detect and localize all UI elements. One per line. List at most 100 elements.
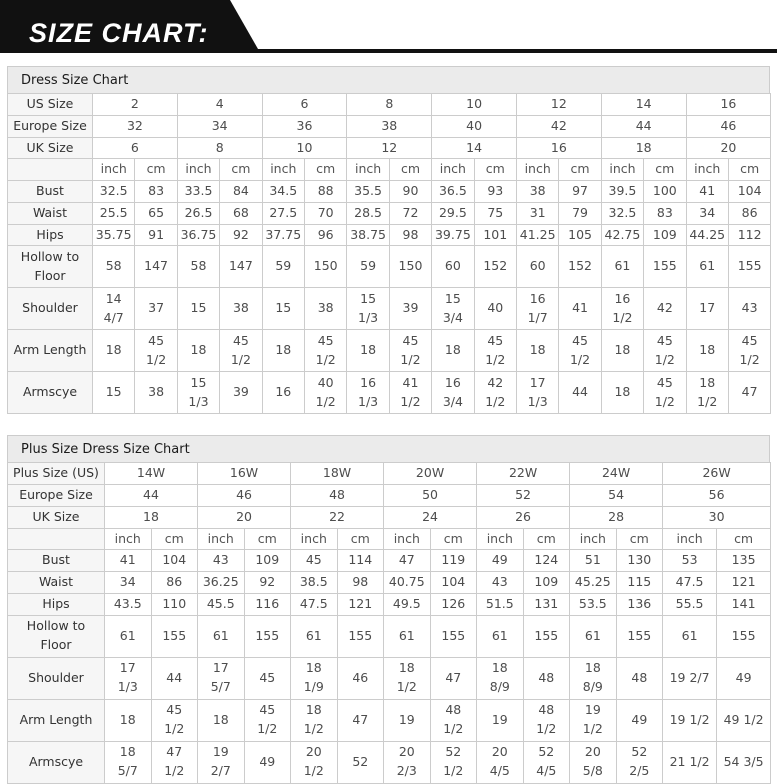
- measurement-cell: 18 1/9: [290, 656, 338, 700]
- size-value-cell: 34: [176, 114, 263, 138]
- unit-cell: cm: [243, 527, 292, 551]
- measurement-cell: 20 2/3: [383, 740, 431, 784]
- measurement-cell: 15 1/3: [346, 287, 390, 331]
- dress-chart-title: Dress Size Chart: [7, 66, 770, 93]
- measurement-cell: 45 1/2: [643, 329, 687, 373]
- unit-cell: inch: [290, 527, 338, 551]
- size-value-cell: 4: [176, 93, 263, 116]
- unit-cell: cm: [388, 158, 433, 181]
- size-value-cell: 16W: [197, 462, 292, 485]
- row-label: Plus Size (US): [7, 462, 105, 485]
- measurement-cell: 92: [243, 571, 292, 594]
- size-value-cell: 20: [685, 136, 772, 160]
- measurement-cell: 52 2/5: [615, 740, 664, 784]
- measurement-cell: 45: [290, 549, 338, 572]
- measurement-cell: 31: [515, 201, 560, 225]
- measurement-cell: 72: [388, 201, 433, 225]
- measurement-cell: 45 1/2: [643, 371, 687, 415]
- size-value-cell: 48: [290, 484, 385, 507]
- measurement-cell: 61: [476, 614, 524, 658]
- measurement-cell: 155: [150, 614, 199, 658]
- measurement-cell: 18: [431, 329, 475, 373]
- size-value-cell: 42: [515, 114, 602, 138]
- measurement-cell: 38: [515, 180, 560, 203]
- measurement-cell: 61: [290, 614, 338, 658]
- row-label: Waist: [7, 571, 105, 594]
- measurement-cell: 29.5: [431, 201, 475, 225]
- measurement-cell: 32.5: [600, 201, 645, 225]
- row-label: Waist: [7, 201, 93, 225]
- size-value-cell: 56: [662, 484, 772, 507]
- row-label: Shoulder: [7, 656, 105, 700]
- measurement-cell: 48: [615, 656, 664, 700]
- size-value-cell: 46: [197, 484, 292, 507]
- measurement-cell: 52 4/5: [522, 740, 571, 784]
- row-label: [7, 158, 93, 181]
- measurement-cell: 49: [716, 656, 772, 700]
- size-value-cell: 18: [600, 136, 687, 160]
- measurement-cell: 59: [261, 245, 305, 289]
- measurement-cell: 18 1/2: [685, 371, 729, 415]
- measurement-cell: 61: [569, 614, 617, 658]
- row-label: Hollow to Floor: [7, 245, 93, 289]
- row-label: Europe Size: [7, 114, 93, 138]
- measurement-cell: 109: [522, 571, 571, 594]
- dress-size-table-wrap: US Size 2 4 6 8 10 12 14 16 Europe Size 32 34 36 38 40…: [7, 93, 772, 415]
- size-value-cell: 16: [685, 93, 772, 116]
- measurement-cell: 16 1/2: [600, 287, 645, 331]
- size-value-cell: 50: [383, 484, 478, 507]
- measurement-cell: 17 1/3: [104, 656, 152, 700]
- measurement-cell: 18 8/9: [476, 656, 524, 700]
- unit-cell: inch: [383, 527, 431, 551]
- measurement-cell: 41: [104, 549, 152, 572]
- table-row: UK Size 6 8 10 12 14 16 18 20: [7, 136, 772, 160]
- size-value-cell: 40: [431, 114, 517, 138]
- measurement-cell: 42: [643, 287, 687, 331]
- measurement-cell: 61: [600, 245, 645, 289]
- measurement-cell: 40.75: [383, 571, 431, 594]
- measurement-cell: 43: [727, 287, 772, 331]
- measurement-cell: 17: [685, 287, 729, 331]
- size-value-cell: 36: [261, 114, 348, 138]
- measurement-cell: 48 1/2: [522, 698, 571, 742]
- measurement-cell: 15: [91, 371, 136, 415]
- measurement-cell: 109: [643, 223, 687, 247]
- measurement-cell: 152: [558, 245, 602, 289]
- measurement-cell: 53: [662, 549, 718, 572]
- size-value-cell: 22: [290, 505, 385, 529]
- measurement-cell: 49: [243, 740, 292, 784]
- page-title: SIZE CHART:: [29, 18, 209, 48]
- measurement-cell: 155: [716, 614, 772, 658]
- table-row: Europe Size 44 46 48 50 52 54 56: [7, 484, 772, 507]
- size-value-cell: 44: [600, 114, 687, 138]
- measurement-cell: 98: [336, 571, 385, 594]
- measurement-cell: 116: [243, 592, 292, 616]
- size-value-cell: 6: [92, 136, 178, 160]
- measurement-cell: 150: [388, 245, 433, 289]
- measurement-cell: 18: [346, 329, 390, 373]
- row-label: UK Size: [7, 505, 105, 529]
- measurement-cell: 152: [473, 245, 517, 289]
- measurement-cell: 17 1/3: [515, 371, 560, 415]
- measurement-cell: 16 3/4: [431, 371, 475, 415]
- measurement-cell: 15 3/4: [431, 287, 475, 331]
- measurement-cell: 19 2/7: [662, 656, 718, 700]
- size-value-cell: 8: [176, 136, 263, 160]
- measurement-cell: 86: [727, 201, 772, 225]
- unit-cell: cm: [150, 527, 199, 551]
- measurement-cell: 141: [716, 592, 772, 616]
- measurement-cell: 18 1/2: [290, 698, 338, 742]
- measurement-cell: 36.75: [176, 223, 221, 247]
- size-value-cell: 30: [662, 505, 772, 529]
- size-value-cell: 14: [600, 93, 687, 116]
- size-value-cell: 12: [515, 93, 602, 116]
- measurement-cell: 49 1/2: [716, 698, 772, 742]
- size-chart-banner: SIZE CHART:: [0, 0, 777, 53]
- table-row: Shoulder 14 4/7 37 15 38 15 38 15 1/3 39 15 3/4 40…: [7, 287, 772, 331]
- measurement-cell: 45 1/2: [388, 329, 433, 373]
- measurement-cell: 101: [473, 223, 517, 247]
- measurement-cell: 61: [383, 614, 431, 658]
- measurement-cell: 39: [219, 371, 263, 415]
- unit-cell: cm: [727, 158, 772, 181]
- unit-cell: inch: [104, 527, 152, 551]
